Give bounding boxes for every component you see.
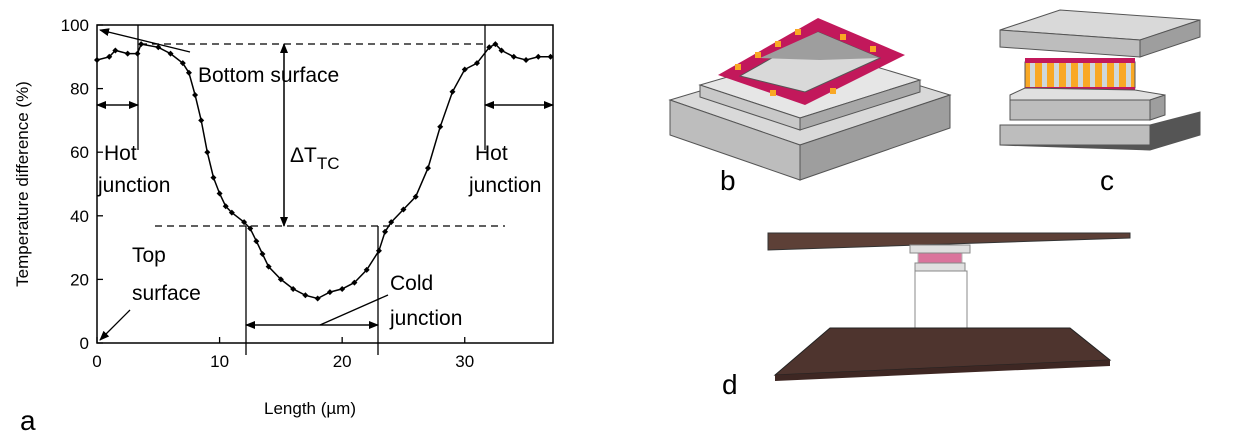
x-tick-label: 0 <box>92 352 101 371</box>
illustration-b <box>670 18 950 180</box>
data-marker <box>302 292 308 298</box>
data-marker <box>523 57 529 63</box>
data-marker <box>253 238 259 244</box>
annotation: junction <box>468 174 541 197</box>
illustration-c <box>1000 10 1200 150</box>
panel-label: b <box>720 165 736 196</box>
annotation: Hot <box>475 142 508 165</box>
data-marker <box>138 41 144 47</box>
panel-label: d <box>722 369 738 400</box>
data-marker <box>210 175 216 181</box>
data-marker <box>217 191 223 197</box>
data-marker <box>259 251 265 257</box>
panel-label: a <box>20 405 36 432</box>
annotation: Cold <box>390 272 433 295</box>
annotation: junction <box>97 174 170 197</box>
data-marker <box>134 51 140 57</box>
data-marker <box>94 57 100 63</box>
annotation: junction <box>389 307 462 330</box>
annotation: Top <box>132 244 166 267</box>
annotation: Hot <box>104 142 137 165</box>
panel-label: c <box>1100 165 1114 196</box>
data-marker <box>192 92 198 98</box>
annotation: ΔTTC <box>290 144 340 173</box>
data-marker <box>437 124 443 130</box>
annotation: surface <box>132 282 201 305</box>
arrow <box>100 310 130 340</box>
annotation: ΔT <box>290 144 317 167</box>
data-marker <box>204 149 210 155</box>
y-tick-label: 0 <box>80 334 89 353</box>
data-marker <box>462 67 468 73</box>
x-tick-label: 20 <box>333 352 352 371</box>
data-marker <box>511 54 517 60</box>
x-tick-label: 10 <box>210 352 229 371</box>
figure: Bottom surface ΔTTC Hot junction Hot jun… <box>0 0 1233 432</box>
illustration-d <box>768 233 1130 381</box>
annotation: Bottom surface <box>198 64 339 87</box>
x-axis-label: Length (µm) <box>264 399 356 418</box>
data-marker <box>425 165 431 171</box>
y-tick-label: 40 <box>70 207 89 226</box>
data-marker <box>125 51 131 57</box>
y-axis-label: Temperature difference (%) <box>13 81 32 287</box>
y-tick-label: 80 <box>70 80 89 99</box>
data-marker <box>449 89 455 95</box>
data-marker <box>198 117 204 123</box>
data-marker <box>327 289 333 295</box>
x-tick-label: 30 <box>455 352 474 371</box>
y-tick-label: 60 <box>70 143 89 162</box>
y-tick-label: 100 <box>61 16 89 35</box>
chart-a: Bottom surface ΔTTC Hot junction Hot jun… <box>13 16 554 418</box>
annotation-subscript: TC <box>317 154 340 173</box>
data-marker <box>535 54 541 60</box>
data-marker <box>339 286 345 292</box>
y-tick-label: 20 <box>70 270 89 289</box>
data-marker <box>315 295 321 301</box>
arrow <box>100 30 190 52</box>
